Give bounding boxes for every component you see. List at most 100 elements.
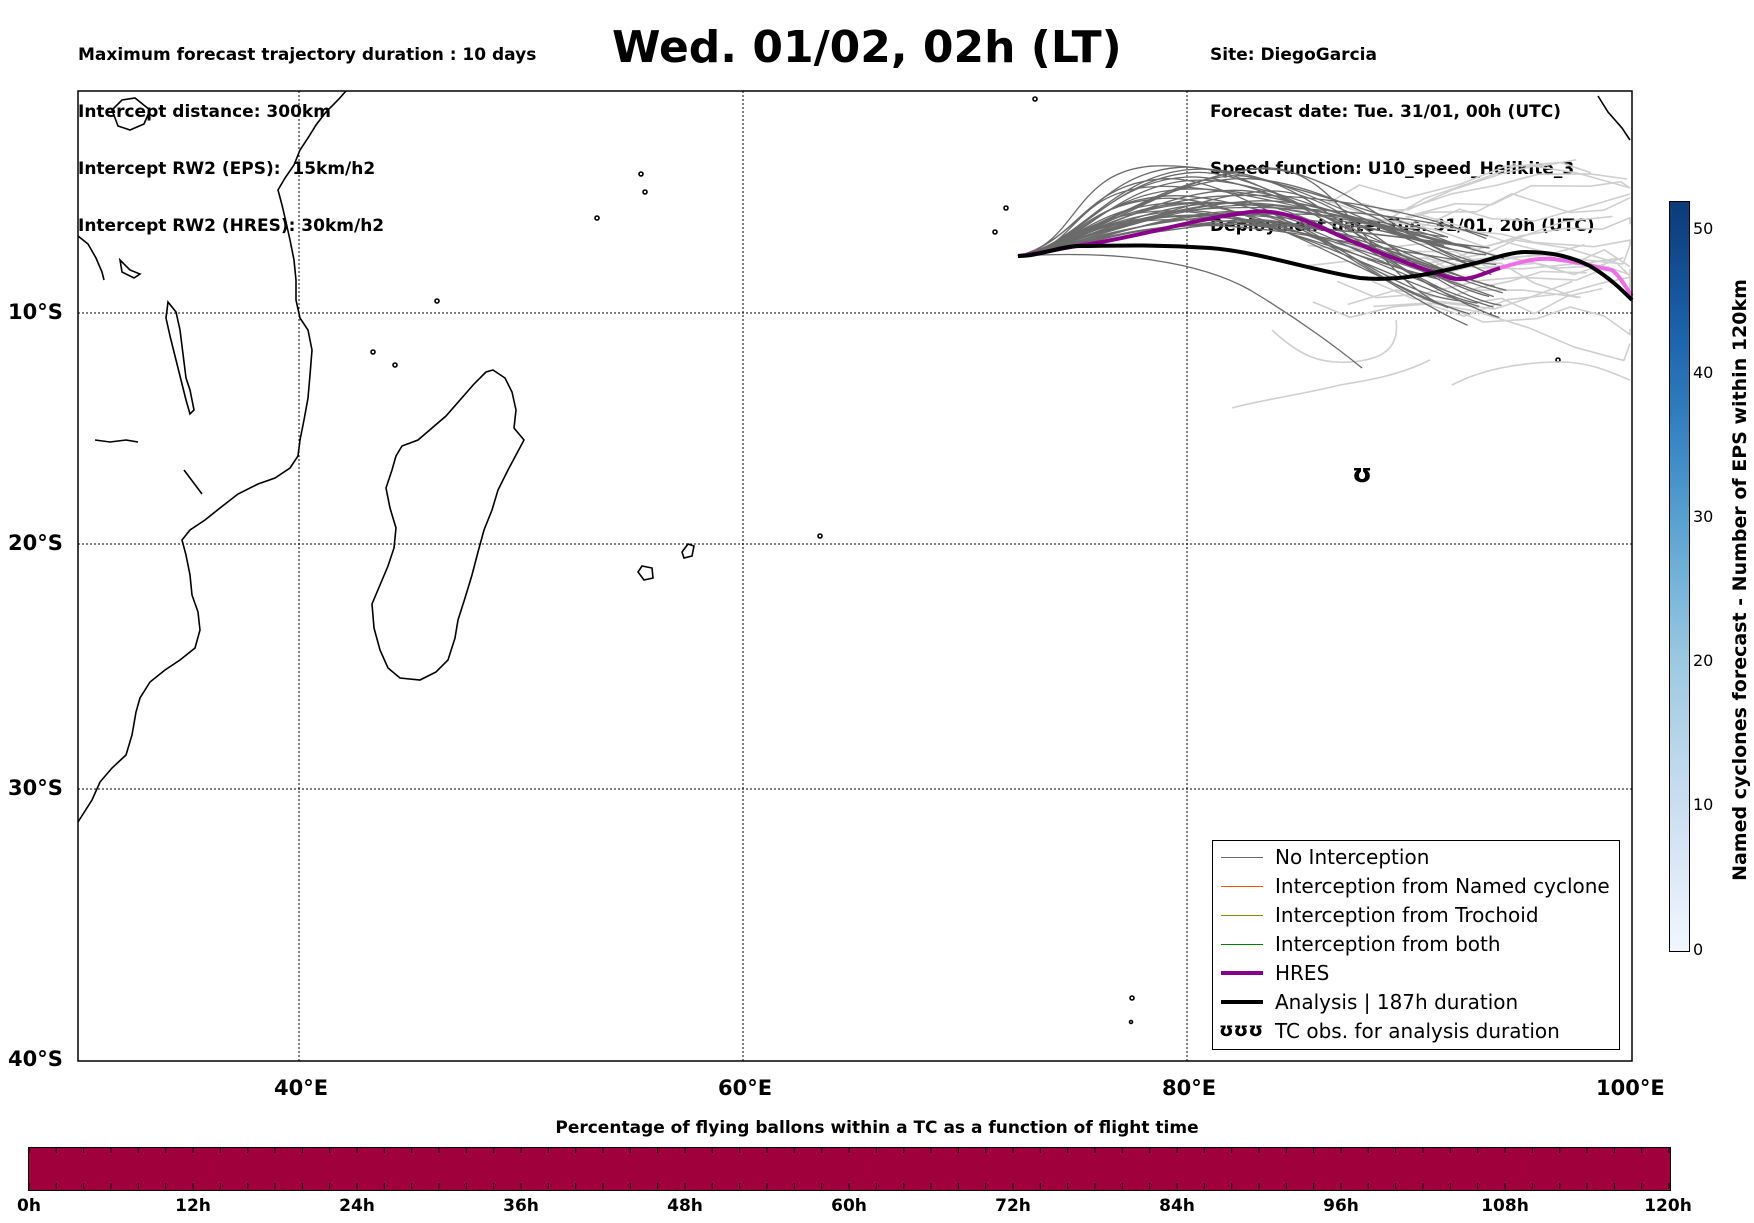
late-member-trajectory <box>1351 216 1631 248</box>
header-line: Intercept RW2 (HRES): 30km/h2 <box>78 216 385 236</box>
legend-item: Interception from Trochoid <box>1213 901 1619 929</box>
island-dot <box>817 533 823 539</box>
late-member-trajectory <box>1347 270 1587 306</box>
late-member-trajectory <box>1271 319 1398 364</box>
legend-label: No Interception <box>1275 845 1430 869</box>
lon-label: 60°E <box>718 1076 773 1100</box>
late-member-trajectory <box>1336 265 1610 299</box>
lon-label: 80°E <box>1162 1076 1217 1100</box>
island-reunion-rodrigues <box>681 543 695 559</box>
lat-label: 40°S <box>8 1047 63 1071</box>
eps-member-trajectory <box>1017 188 1469 257</box>
island-mauritius <box>637 565 654 581</box>
late-member-trajectory <box>1388 249 1631 270</box>
island-dot <box>370 349 376 355</box>
legend-line-no-interception <box>1221 857 1263 858</box>
header-line: Site: DiegoGarcia <box>1210 45 1377 65</box>
flight-time-label: 108h <box>1481 1196 1529 1216</box>
lake-outline-5 <box>111 97 151 131</box>
flight-time-label: 36h <box>503 1196 539 1216</box>
late-member-trajectory <box>1378 165 1631 212</box>
legend-item: Analysis | 187h duration <box>1213 988 1619 1016</box>
eps-count-colorbar <box>1669 201 1690 952</box>
flight-time-bar <box>28 1147 1671 1191</box>
header-line: Maximum forecast trajectory duration : 1… <box>78 45 537 65</box>
island-dot <box>1003 205 1009 211</box>
flight-time-label: 0h <box>17 1196 41 1216</box>
map-title: Wed. 01/02, 02h (LT) <box>612 22 1122 73</box>
late-member-trajectory <box>1362 173 1628 214</box>
colorbar-tick: 10 <box>1693 795 1714 814</box>
analysis-trajectory <box>1017 243 1634 302</box>
colorbar-tick: 20 <box>1693 651 1714 670</box>
late-member-trajectory <box>1326 159 1577 205</box>
lat-label: 30°S <box>8 776 63 800</box>
eps-member-trajectory <box>1017 210 1441 281</box>
colorbar-label-text: Named cyclones forecast - Number of EPS … <box>1729 279 1751 881</box>
legend-label: Analysis | 187h duration <box>1275 990 1519 1014</box>
lat-label: 10°S <box>8 300 63 324</box>
eps-member-trajectory <box>1017 214 1494 298</box>
map-legend: No Interception Interception from Named … <box>1212 840 1620 1050</box>
legend-label: TC obs. for analysis duration <box>1275 1019 1560 1043</box>
island-dot <box>594 215 600 221</box>
island-dot <box>392 362 398 368</box>
africa-coastline <box>77 90 347 823</box>
graticule <box>78 91 1632 1061</box>
colorbar-tick: 50 <box>1693 219 1714 238</box>
late-member-trajectory <box>1451 361 1631 386</box>
flight-time-label: 120h <box>1644 1196 1692 1216</box>
late-member-trajectory <box>1379 192 1631 227</box>
header-line: Intercept RW2 (EPS): 15km/h2 <box>78 159 376 179</box>
eps-trajectories <box>1017 165 1507 369</box>
late-member-trajectory <box>1231 359 1431 409</box>
lon-label: 40°E <box>274 1076 329 1100</box>
flight-time-label: 24h <box>339 1196 375 1216</box>
eps-member-trajectory <box>1017 195 1503 294</box>
lake-outline-3 <box>118 257 142 279</box>
lat-label: 20°S <box>8 531 63 555</box>
late-member-trajectory <box>1373 302 1631 362</box>
legend-line-analysis <box>1221 1000 1263 1004</box>
legend-label: Interception from Trochoid <box>1275 903 1539 927</box>
colorbar-tick: 30 <box>1693 507 1714 526</box>
late-member-trajectory <box>1371 280 1603 315</box>
legend-line-both <box>1221 944 1263 945</box>
legend-label: Interception from Named cyclone <box>1275 874 1610 898</box>
eps-member-trajectory <box>1017 165 1449 257</box>
legend-item: Interception from both <box>1213 930 1619 958</box>
flight-time-label: 84h <box>1159 1196 1195 1216</box>
flight-time-label: 12h <box>175 1196 211 1216</box>
cyclone-icon: ʊ <box>1352 459 1372 489</box>
lon-label: 100°E <box>1596 1076 1665 1100</box>
lake-outline <box>165 300 195 416</box>
colorbar-tick: 40 <box>1693 363 1714 382</box>
eps-member-trajectory <box>1017 214 1453 257</box>
island-dot <box>434 298 440 304</box>
eps-member-trajectory <box>1017 176 1495 288</box>
flight-time-label: 72h <box>995 1196 1031 1216</box>
eps-member-trajectory <box>1017 178 1468 326</box>
flight-time-label: 48h <box>667 1196 703 1216</box>
legend-item: Interception from Named cyclone <box>1213 872 1619 900</box>
late-member-trajectory <box>1405 181 1631 218</box>
legend-item: No Interception <box>1213 843 1619 871</box>
island-dot <box>992 229 998 235</box>
legend-symbol-tc-obs: ʊʊʊ <box>1219 1019 1264 1041</box>
late-member-trajectory <box>1420 276 1631 318</box>
main-trajectories <box>1017 209 1634 302</box>
late-member-trajectory <box>1441 303 1631 336</box>
island-dot <box>1128 1019 1134 1025</box>
lake-outline-2 <box>94 439 139 443</box>
legend-line-named-cyclone <box>1221 886 1263 887</box>
legend-line-hres <box>1221 971 1263 975</box>
legend-item: HRES <box>1213 959 1619 987</box>
bottom-colorbar-title: Percentage of flying ballons within a TC… <box>555 1118 1199 1138</box>
madagascar-coastline <box>371 369 525 681</box>
legend-item: ʊʊʊ TC obs. for analysis duration <box>1213 1017 1619 1045</box>
legend-label: HRES <box>1275 961 1330 985</box>
map-border <box>77 90 1633 1062</box>
header-info-right: Site: DiegoGarcia Forecast date: Tue. 31… <box>1210 8 1595 255</box>
island-dot <box>642 189 648 195</box>
